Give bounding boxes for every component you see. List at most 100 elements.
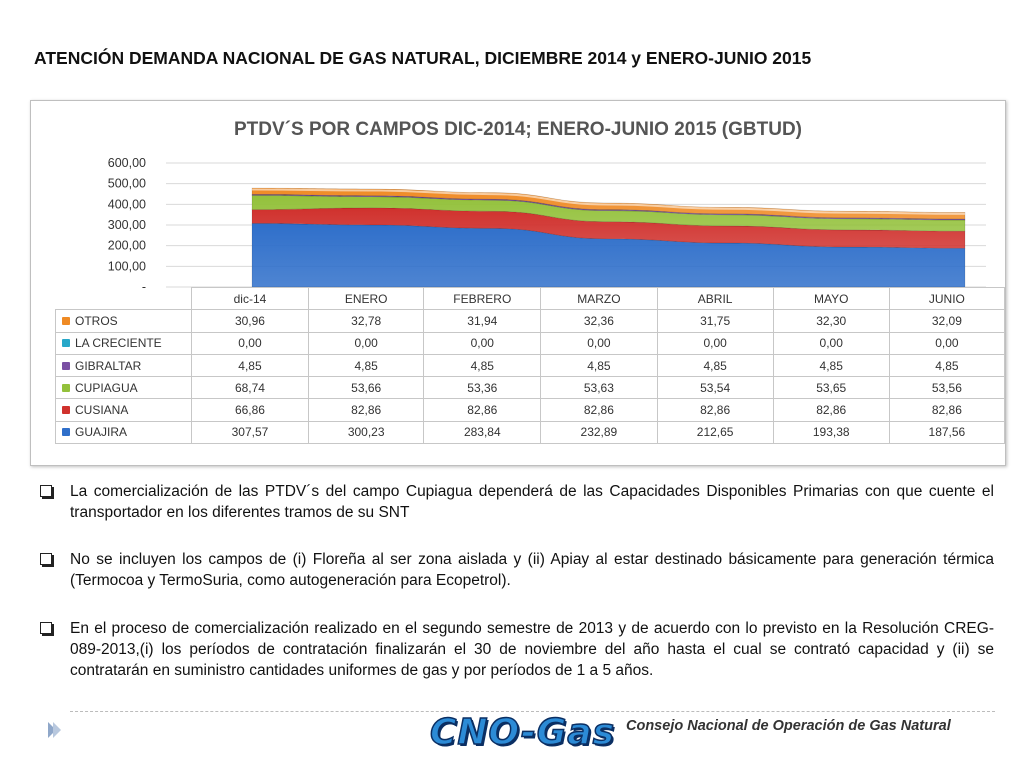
data-value-cell: 82,86 [772,398,890,422]
legend-entry: CUSIANA [55,398,192,422]
checkbox-bullet-icon [40,622,52,634]
legend-entry: LA CRECIENTE [55,331,192,355]
x-category-label: JUNIO [888,286,1006,311]
x-category-label: ENERO [307,286,425,311]
data-value-cell: 4,85 [423,353,542,378]
data-value-cell: 0,00 [540,331,658,355]
data-value-cell: 0,00 [656,331,774,355]
data-table: dic-14 ENERO FEBRERO MARZO ABRIL MAYO JUNIO OTR… [55,286,1006,445]
y-tick-label: 400,00 [108,197,146,211]
legend-entry: GIBRALTAR [55,353,192,378]
cno-gas-logo: CNO-Gas [429,711,616,754]
legend-label: GUAJIRA [75,425,128,440]
data-value-cell: 4,85 [190,353,310,378]
data-value-cell: 82,86 [888,398,1006,422]
data-value-cell: 53,54 [656,376,774,400]
data-value-cell: 30,96 [190,309,310,333]
data-value-cell: 32,09 [888,309,1006,333]
legend-entry: CUPIAGUA [55,376,192,400]
data-value-cell: 32,30 [772,309,890,333]
x-category-label: ABRIL [656,286,774,311]
table-header-row: dic-14 ENERO FEBRERO MARZO ABRIL MAYO JUNIO [55,286,1006,311]
data-value-cell: 31,75 [656,309,774,333]
bullet-item: En el proceso de comercialización realiz… [40,618,994,681]
data-value-cell: 66,86 [190,398,310,422]
legend-swatch [62,316,70,325]
table-corner-cell [55,287,192,311]
footer-caption: Consejo Nacional de Operación de Gas Nat… [626,718,951,734]
legend-label: CUPIAGUA [75,380,138,395]
table-row: LA CRECIENTE 0,00 0,00 0,00 0,00 0,00 0,00 0,00 [55,331,1006,355]
data-value-cell: 193,38 [772,420,890,445]
data-value-cell: 32,78 [307,309,425,333]
bullet-item: No se incluyen los campos de (i) Floreña… [40,549,994,591]
data-value-cell: 300,23 [307,420,425,445]
page-title: ATENCIÓN DEMANDA NACIONAL DE GAS NATURAL… [34,48,812,68]
chart-frame: PTDV´S POR CAMPOS DIC-2014; ENERO-JUNIO … [30,100,1006,466]
y-tick-label: 600,00 [108,156,146,170]
legend-entry: OTROS [55,309,192,333]
area-top-highlight [251,188,966,215]
data-value-cell: 283,84 [423,420,542,445]
legend-entry: GUAJIRA [55,420,192,445]
checkbox-bullet-icon [40,485,52,497]
x-category-label: FEBRERO [423,286,542,311]
data-value-cell: 0,00 [888,331,1006,355]
legend-label: CUSIANA [75,403,129,418]
chart-title: PTDV´S POR CAMPOS DIC-2014; ENERO-JUNIO … [234,119,802,140]
data-value-cell: 4,85 [307,353,425,378]
legend-swatch [62,406,70,415]
data-value-cell: 0,00 [423,331,542,355]
table-row: CUSIANA 66,86 82,86 82,86 82,86 82,86 82,86 82,… [55,398,1006,422]
bullet-text: La comercialización de las PTDV´s del ca… [70,483,994,521]
data-value-cell: 82,86 [656,398,774,422]
legend-swatch [62,428,70,437]
area-series-gibraltar [251,194,966,221]
y-tick-label: 100,00 [108,259,146,273]
bullet-item: La comercialización de las PTDV´s del ca… [40,481,994,523]
data-value-cell: 307,57 [190,420,310,445]
data-value-cell: 53,63 [540,376,658,400]
data-value-cell: 4,85 [656,353,774,378]
data-value-cell: 4,85 [888,353,1006,378]
y-tick-label: 200,00 [108,239,146,253]
table-row: GUAJIRA 307,57 300,23 283,84 232,89 212,65 193… [55,420,1006,445]
data-value-cell: 0,00 [307,331,425,355]
data-value-cell: 82,86 [540,398,658,422]
data-value-cell: 82,86 [423,398,542,422]
data-value-cell: 0,00 [190,331,310,355]
legend-label: GIBRALTAR [75,358,142,373]
table-row: GIBRALTAR 4,85 4,85 4,85 4,85 4,85 4,85 4,85 [55,353,1006,378]
bullet-text: En el proceso de comercialización realiz… [70,620,994,679]
legend-swatch [62,383,70,392]
area-series-la-creciente [251,194,966,220]
table-row: CUPIAGUA 68,74 53,66 53,36 53,63 53,54 53,65 53… [55,376,1006,400]
legend-label: LA CRECIENTE [75,336,162,351]
legend-swatch [62,361,70,370]
table-row: OTROS 30,96 32,78 31,94 32,36 31,75 32,30 32,09 [55,309,1006,333]
data-value-cell: 53,36 [423,376,542,400]
data-value-cell: 32,36 [540,309,658,333]
data-value-cell: 0,00 [772,331,890,355]
area-series-cupiagua [251,195,966,232]
y-tick-label: 300,00 [108,218,146,232]
x-category-label: MARZO [540,286,658,311]
legend-swatch [62,339,70,348]
checkbox-bullet-icon [40,553,52,565]
data-value-cell: 68,74 [190,376,310,400]
data-value-cell: 187,56 [888,420,1006,445]
legend-label: OTROS [75,313,118,328]
data-value-cell: 53,65 [772,376,890,400]
y-tick-label: - [142,280,146,291]
stacked-area-chart: - 100,00 200,00 300,00 400,00 500,00 600,00 [108,156,986,291]
data-value-cell: 53,66 [307,376,425,400]
data-value-cell: 53,56 [888,376,1006,400]
bullet-text: No se incluyen los campos de (i) Floreña… [70,551,994,589]
chevron-right-icon [48,722,61,738]
data-value-cell: 82,86 [307,398,425,422]
data-value-cell: 212,65 [656,420,774,445]
x-category-label: dic-14 [190,286,310,311]
data-value-cell: 4,85 [540,353,658,378]
y-tick-label: 500,00 [108,177,146,191]
data-value-cell: 4,85 [772,353,890,378]
